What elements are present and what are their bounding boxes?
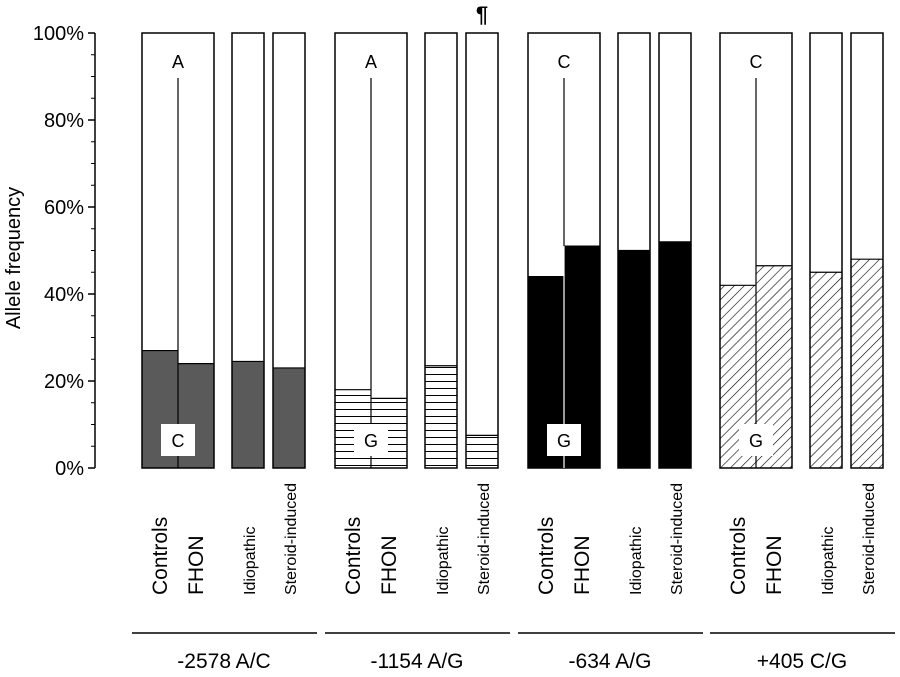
major-allele-label: A [365,52,377,72]
major-allele-label: C [750,52,763,72]
y-tick-label: 20% [44,371,84,393]
category-label: Idiopathic [435,527,452,596]
y-axis-label: Allele frequency [3,187,25,329]
group-label: -1154 A/G [370,650,463,673]
minor-allele-label-box [739,424,773,456]
group-labels: -2578 A/C -1154 A/G -634 A/G +405 C/G [132,632,895,673]
bar-outline-steroid [465,32,499,469]
category-label: Steroid-induced [861,483,878,595]
group-label: +405 C/G [757,650,847,673]
minor-allele-label-box [161,424,195,456]
y-tick-label: 60% [44,197,84,219]
group-label: -2578 A/C [177,650,270,673]
y-tick-label: 40% [44,284,84,306]
bar-minor-segment [273,367,305,468]
minor-allele-label-box [354,424,388,456]
major-allele-label: A [172,52,184,72]
category-label: Controls [149,517,172,595]
category-label: Controls [535,517,558,595]
bar-outline-steroid [658,32,692,469]
bar-minor-segment [618,250,650,468]
minor-allele-label-box [547,424,581,456]
bar-minor-segment [425,365,457,468]
category-labels: Controls FHON Idiopathic Steroid-induced Con… [149,483,878,595]
major-allele-label: C [558,52,571,72]
bar-minor-segment [659,241,691,468]
category-label: Idiopathic [628,527,645,596]
bar-outline-steroid [850,32,884,469]
y-tick-label: 100% [33,23,84,45]
category-label: FHON [571,536,594,596]
minor-allele-label: G [364,431,378,451]
bar-minor-segment [851,259,883,468]
category-label: Idiopathic [820,527,837,596]
bar-group-1: AC [141,32,306,469]
category-label: Steroid-induced [476,483,493,595]
category-label: FHON [185,536,208,596]
bar-outline-steroid [272,32,306,469]
minor-allele-label: G [557,431,571,451]
bar-minor-segment [466,435,498,468]
category-label: Idiopathic [242,527,259,596]
bar-minor-segment [232,361,264,468]
category-label: Steroid-induced [283,483,300,595]
bar-group-3: CG [527,32,692,469]
category-label: Steroid-induced [669,483,686,595]
minor-allele-label: G [749,431,763,451]
bar-outline-idiopathic [809,32,843,469]
y-tick-label: 0% [55,458,84,480]
category-label: FHON [763,536,786,596]
y-axis: 0% 20% 40% 60% 80% 100% [33,23,96,480]
bar-outline-idiopathic [617,32,651,469]
bar-minor-segment [810,272,842,468]
y-tick-label: 80% [44,110,84,132]
minor-allele-label: C [172,431,185,451]
category-label: Controls [727,517,750,595]
bar-group-2: A G ¶ [334,2,499,469]
bar-group-4: CG [719,32,884,469]
group-label: -634 A/G [569,650,652,673]
category-label: Controls [342,517,365,595]
annotation-symbol: ¶ [476,2,488,27]
bar-outline-idiopathic [231,32,265,469]
bar-outline-idiopathic [424,32,458,469]
category-label: FHON [378,536,401,596]
